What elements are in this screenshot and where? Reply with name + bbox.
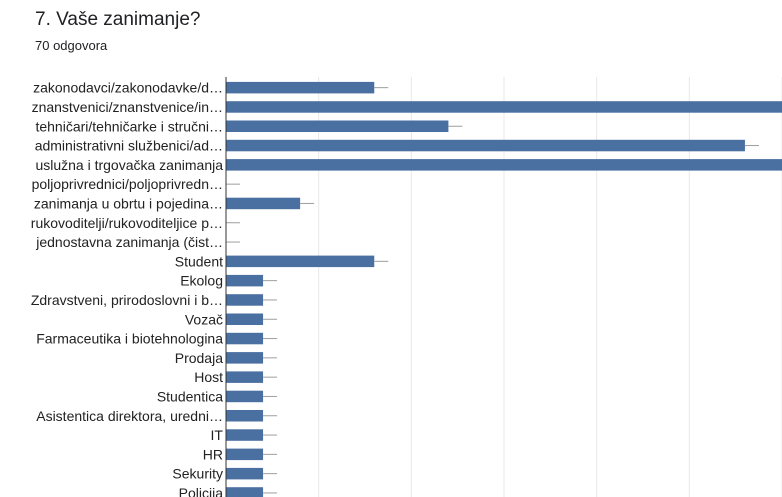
category-label: uslužna i trgovačka zanimanja — [35, 157, 223, 173]
category-label: Prodaja — [175, 350, 223, 366]
bar — [226, 448, 264, 461]
category-label: znanstvenici/znanstvenice/in… — [32, 99, 223, 115]
category-label: tehničari/tehničarke i stručni… — [35, 118, 223, 134]
category-label: Asistentica direktora, uredni… — [36, 408, 223, 424]
question-title: 7. Vaše zanimanje? — [35, 9, 201, 30]
category-label: administrativni službenici/ad… — [35, 138, 223, 154]
category-label: jednostavna zanimanja (čist… — [35, 234, 223, 250]
bar — [226, 371, 264, 383]
category-label: zakonodavci/zakonodavke/d… — [33, 80, 223, 96]
category-label: Studentica — [157, 388, 223, 404]
bar — [226, 487, 264, 497]
bar — [226, 352, 264, 364]
category-label: zanimanja u obrtu i pojedina… — [34, 195, 223, 211]
bar — [226, 429, 264, 441]
bar — [226, 390, 264, 403]
bar — [226, 313, 264, 325]
bar — [226, 294, 264, 306]
category-label: Ekolog — [180, 273, 223, 289]
category-label: Zdravstveni, prirodoslovni i b… — [31, 292, 223, 308]
bar — [226, 139, 745, 152]
category-label: Student — [175, 253, 223, 269]
bar — [226, 101, 782, 113]
category-label: IT — [211, 427, 224, 443]
category-label: Policija — [179, 485, 224, 497]
category-label: rukovoditelji/rukovoditeljice p… — [31, 215, 223, 231]
bar — [226, 410, 264, 422]
bar — [226, 159, 782, 171]
bar — [226, 81, 375, 94]
bar — [226, 274, 264, 287]
bar — [226, 332, 264, 345]
bar — [226, 467, 264, 480]
category-label: Farmaceutika i biotehnologina — [36, 331, 223, 347]
bar — [226, 255, 375, 268]
category-label: Host — [194, 369, 223, 385]
bar — [226, 197, 301, 210]
category-label: HR — [203, 446, 223, 462]
response-count: 70 odgovora — [35, 38, 108, 53]
category-label: Vozač — [185, 311, 223, 327]
category-label: Sekurity — [172, 466, 223, 482]
bar — [226, 120, 449, 132]
category-label: poljoprivrednici/poljoprivredn… — [32, 176, 223, 192]
